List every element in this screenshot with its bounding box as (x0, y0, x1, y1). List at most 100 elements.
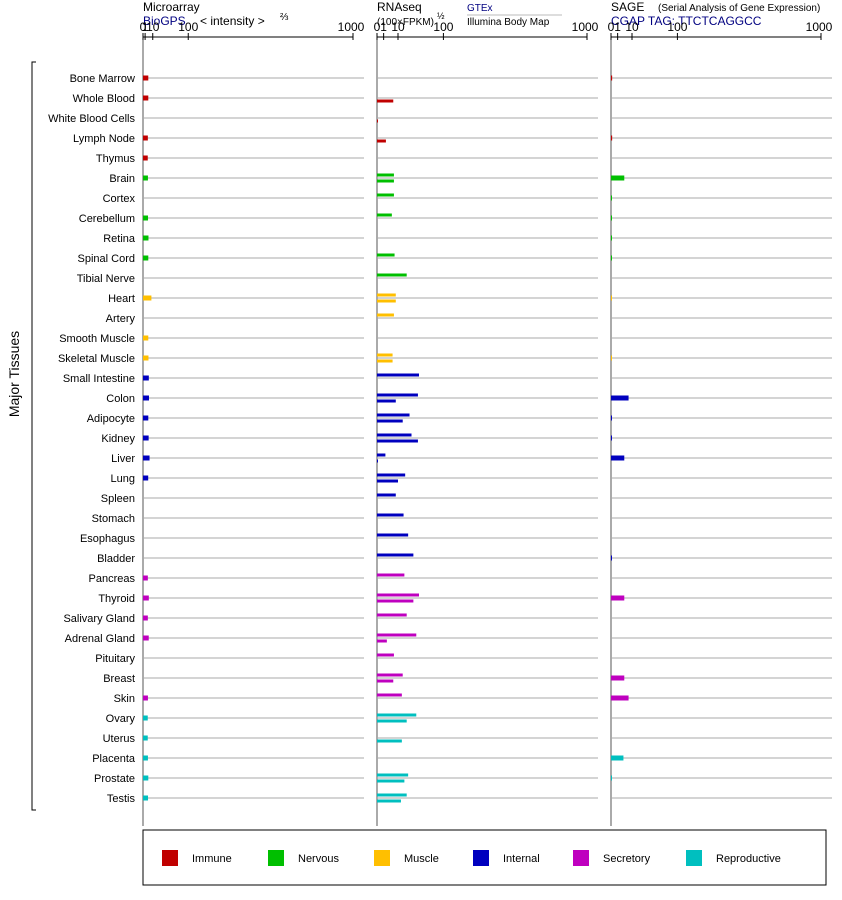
microarray-bar (143, 235, 149, 241)
rnaseq-illumina-bar (377, 419, 403, 423)
rnaseq-gtex-bar (377, 653, 394, 657)
rnaseq-illumina-bar (377, 399, 396, 403)
rnaseq-gtex-bar (377, 693, 402, 697)
microarray-bar (143, 375, 149, 381)
sage-bar (611, 175, 625, 181)
panel-header-rnaseq: RNAseq (100×FPKM) ½ GTEx Illumina Body M… (377, 0, 562, 28)
rnaseq-gtex-bar (377, 213, 392, 217)
category-label: Spinal Cord (78, 253, 135, 265)
category-label: Esophagus (80, 533, 136, 545)
legend-item-immune: Immune (162, 850, 232, 866)
legend-label: Nervous (298, 853, 339, 865)
category-label: Cortex (103, 193, 136, 205)
legend-swatch (686, 850, 702, 866)
microarray-title: Microarray (143, 0, 200, 14)
sage-tick-label-0: 0 (608, 20, 615, 34)
microarray-bar (143, 715, 148, 721)
rnaseq-illumina-bar (377, 359, 393, 363)
microarray-bar (143, 755, 148, 761)
rnaseq-tick-label-100: 100 (433, 20, 453, 34)
rnaseq-tick-label-0: 0 (374, 20, 381, 34)
sage-bar (611, 595, 625, 601)
microarray-tick-label-1: 1 (142, 20, 149, 34)
rnaseq-gtex-bar (377, 773, 409, 777)
sage-bar (611, 395, 629, 401)
category-label: Thyroid (98, 593, 135, 605)
rnaseq-illumina-bar (377, 139, 386, 143)
rnaseq-gtex-bar (377, 313, 394, 317)
category-label: Small Intestine (63, 373, 135, 385)
category-label: White Blood Cells (48, 113, 135, 125)
rnaseq-tick-label-1000: 1000 (572, 20, 599, 34)
legend-item-reproductive: Reproductive (686, 850, 781, 866)
microarray-bar (143, 595, 149, 601)
category-label: Adipocyte (87, 413, 135, 425)
microarray-scale-exponent: ⅔ (280, 12, 289, 23)
category-label: Testis (107, 793, 136, 805)
sage-tick-label-1000: 1000 (806, 20, 833, 34)
rnaseq-gtex-bar (377, 613, 407, 617)
sage-bar (611, 295, 612, 301)
sage-bar (611, 435, 612, 441)
microarray-bar (143, 155, 148, 161)
rnaseq-gtex-bar (377, 493, 396, 497)
sage-bar (611, 135, 613, 141)
sage-bar (611, 555, 612, 561)
category-label: Stomach (92, 513, 135, 525)
category-label: Salivary Gland (63, 613, 135, 625)
legend-label: Internal (503, 853, 540, 865)
category-label: Uterus (103, 733, 136, 745)
group-bracket (31, 61, 36, 811)
microarray-bar (143, 775, 149, 781)
category-label: Kidney (101, 433, 135, 445)
category-label: Lymph Node (73, 133, 135, 145)
category-label: Bladder (97, 553, 135, 565)
legend-item-internal: Internal (473, 850, 540, 866)
rnaseq-gtex-bar (377, 533, 409, 537)
panel-header-sage: SAGE (Serial Analysis of Gene Expression… (611, 0, 820, 28)
legend-swatch (162, 850, 178, 866)
rnaseq-gtex-bar (377, 273, 407, 277)
legend-label: Secretory (603, 853, 651, 865)
rnaseq-tick-label-10: 10 (391, 20, 405, 34)
rnaseq-gtex-bar (377, 573, 405, 577)
rnaseq-illumina-bar (377, 779, 405, 783)
microarray-bar (143, 75, 149, 81)
rnaseq-illumina-bar (377, 99, 394, 103)
sage-tick-label-100: 100 (667, 20, 687, 34)
microarray-bar (143, 635, 149, 641)
microarray-bar (143, 455, 150, 461)
microarray-source-label: BioGPS (143, 14, 186, 28)
sage-tag-label: CGAP TAG: TTCTCAGGCC (611, 14, 762, 28)
bars-layer (143, 75, 629, 803)
category-label: Pituitary (95, 653, 135, 665)
microarray-bar (143, 175, 148, 181)
rnaseq-gtex-bar (377, 433, 412, 437)
rnaseq-illumina-bar (377, 639, 387, 643)
microarray-bar (143, 575, 148, 581)
microarray-bar (143, 335, 149, 341)
rnaseq-gtex-bar (377, 713, 417, 717)
category-label: Prostate (94, 773, 135, 785)
microarray-tick-label-1000: 1000 (338, 20, 365, 34)
sage-bar (611, 255, 612, 261)
microarray-bar (143, 475, 149, 481)
rows-layer: Bone Marrow Whole Blood White Blood Cells L… (48, 73, 832, 805)
rnaseq-gtex-bar (377, 353, 393, 357)
category-label: Artery (106, 313, 136, 325)
rnaseq-illumina-bar (377, 719, 407, 723)
category-label: Adrenal Gland (65, 633, 135, 645)
sage-title: SAGE (611, 0, 644, 14)
rnaseq-gtex-bar (377, 673, 403, 677)
sage-bar (611, 755, 624, 761)
sage-bar (611, 775, 612, 781)
rnaseq-illumina-bar (377, 799, 401, 803)
category-label: Cerebellum (79, 213, 135, 225)
rnaseq-gtex-bar (377, 173, 394, 177)
microarray-bar (143, 355, 149, 361)
microarray-bar (143, 215, 149, 221)
microarray-scale-note: < intensity > (200, 14, 265, 28)
rnaseq-source-gtex: GTEx (467, 3, 493, 14)
rnaseq-illumina-bar (377, 599, 414, 603)
